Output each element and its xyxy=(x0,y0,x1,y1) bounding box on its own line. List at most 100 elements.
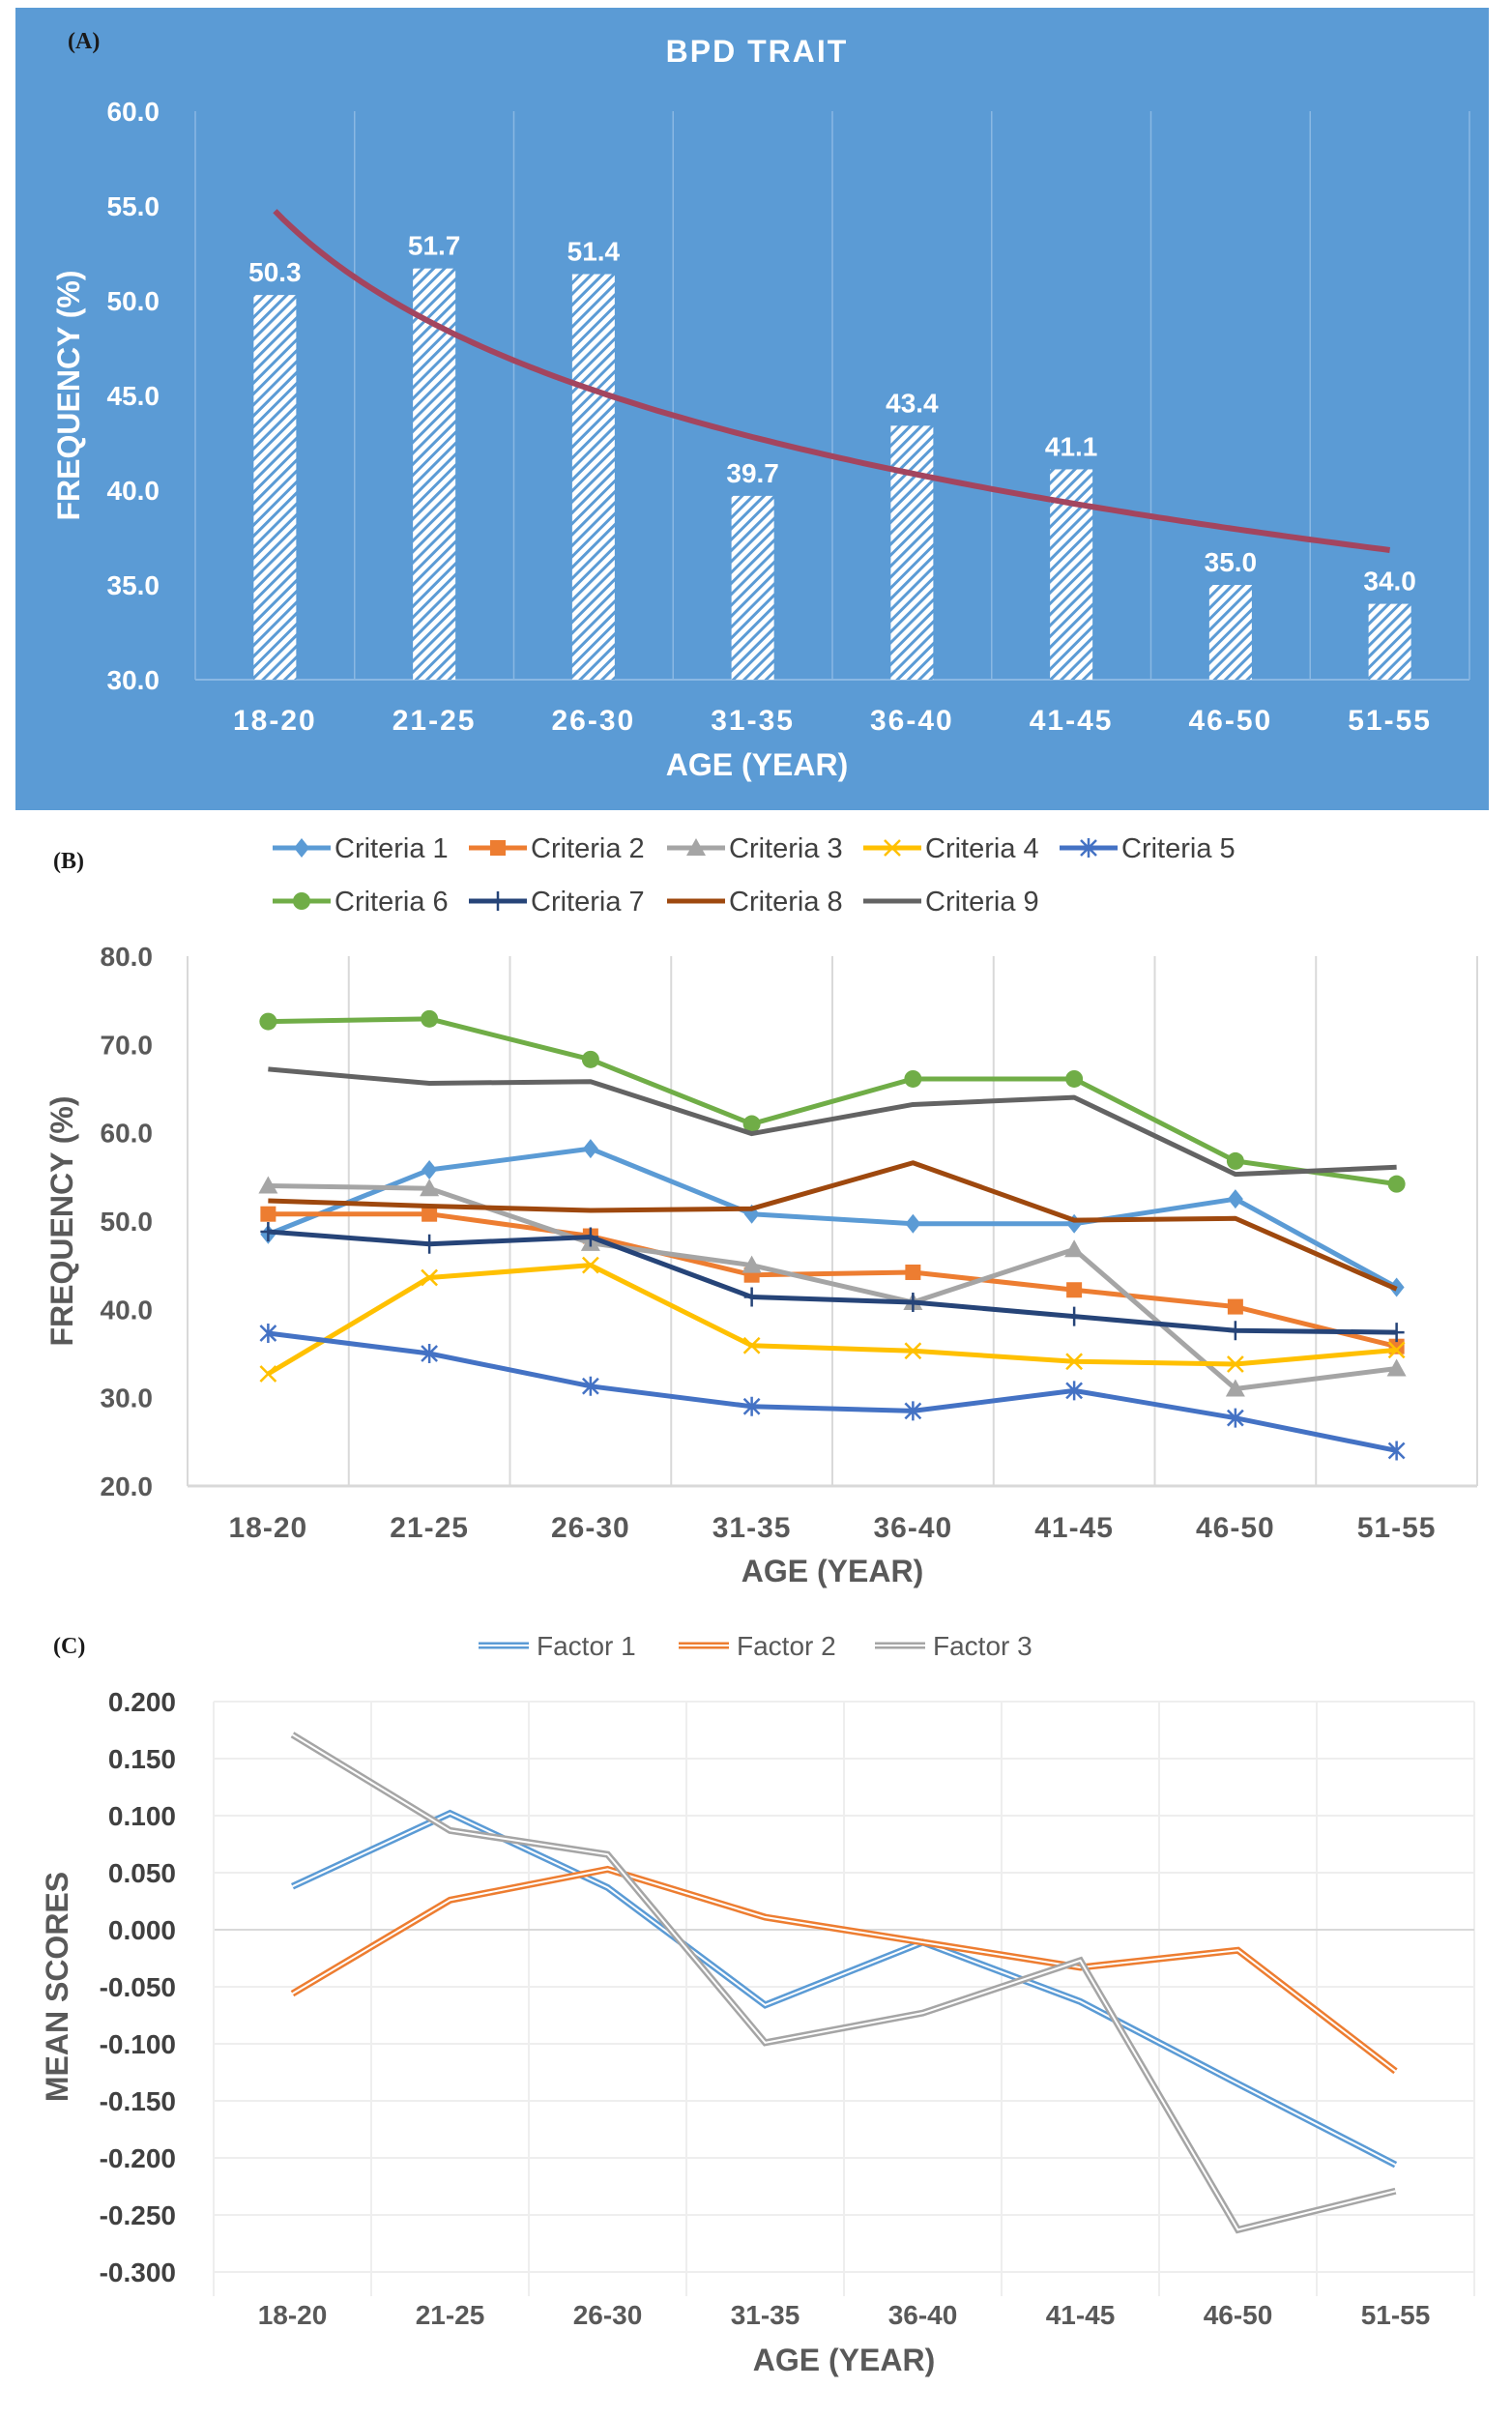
marker-circle xyxy=(904,1069,922,1088)
series-path xyxy=(267,1146,1398,1290)
panel-label: (A) xyxy=(68,29,100,54)
data-label: 43.4 xyxy=(886,388,939,418)
marker-asterisk xyxy=(1065,1381,1084,1401)
y-tick-label: 0.200 xyxy=(108,1687,176,1717)
x-tick-label: 46-50 xyxy=(1196,1512,1275,1544)
marker-diamond xyxy=(582,1139,598,1159)
x-tick-label: 26-30 xyxy=(552,705,636,737)
data-label: 51.4 xyxy=(567,237,621,267)
legend-item: Factor 2 xyxy=(679,1631,836,1661)
chart-title: BPD TRAIT xyxy=(666,34,849,69)
x-tick-label: 26-30 xyxy=(551,1512,630,1544)
legend-item: Criteria 1 xyxy=(273,833,449,864)
x-axis-title: AGE (YEAR) xyxy=(753,2343,935,2377)
x-axis-title: AGE (YEAR) xyxy=(666,747,848,782)
x-tick-label: 41-45 xyxy=(1030,705,1114,737)
bar xyxy=(571,274,615,680)
marker-x xyxy=(904,1342,922,1360)
marker-asterisk xyxy=(904,1401,922,1421)
marker-circle xyxy=(581,1050,599,1068)
x-tick-label: 46-50 xyxy=(1189,705,1273,737)
marker-square xyxy=(905,1264,921,1280)
series-path xyxy=(268,1160,1398,1292)
data-label: 41.1 xyxy=(1045,431,1098,461)
data-label: 39.7 xyxy=(726,458,779,488)
marker-triangle xyxy=(1064,1239,1085,1258)
marker-plus xyxy=(260,1221,276,1241)
x-tick-label: 41-45 xyxy=(1046,2300,1116,2330)
y-tick-label: -0.050 xyxy=(100,1972,176,2002)
legend-item: Criteria 6 xyxy=(273,887,449,917)
series-line xyxy=(259,1256,1406,1383)
x-tick-label: 31-35 xyxy=(731,2300,800,2330)
y-tick-label: 70.0 xyxy=(101,1030,154,1060)
marker-x xyxy=(1065,1353,1084,1371)
marker-x xyxy=(1226,1355,1244,1373)
marker-x xyxy=(1387,1341,1406,1359)
legend-item: Criteria 2 xyxy=(469,833,645,864)
y-tick-label: 30.0 xyxy=(107,665,160,695)
y-axis-title: FREQUENCY (%) xyxy=(44,1096,79,1347)
legend-label: Criteria 3 xyxy=(729,833,843,864)
x-tick-label: 46-50 xyxy=(1204,2300,1273,2330)
x-tick-label: 36-40 xyxy=(888,2300,958,2330)
legend-label: Criteria 9 xyxy=(925,887,1039,917)
marker-diamond xyxy=(422,1160,438,1180)
marker-circle xyxy=(1065,1069,1084,1088)
trendline xyxy=(273,209,1390,553)
legend-item: Criteria 3 xyxy=(667,833,843,864)
bar xyxy=(1368,603,1411,680)
y-tick-label: 45.0 xyxy=(107,381,160,411)
y-tick-label: 55.0 xyxy=(107,191,160,221)
marker-square xyxy=(260,1206,276,1222)
x-tick-label: 21-25 xyxy=(393,705,477,737)
data-label: 50.3 xyxy=(248,257,302,287)
marker-plus xyxy=(1227,1321,1243,1341)
marker-plus xyxy=(743,1287,760,1307)
series-path-inner xyxy=(292,1812,1396,2166)
series-line xyxy=(290,1865,1398,2075)
panel-label: (C) xyxy=(53,1634,85,1659)
marker-square xyxy=(1227,1298,1243,1315)
legend-item: Criteria 7 xyxy=(469,887,645,917)
series-path xyxy=(268,1016,1397,1187)
y-tick-label: 35.0 xyxy=(107,570,160,600)
marker-x xyxy=(581,1256,599,1274)
y-tick-label: -0.250 xyxy=(100,2200,176,2230)
x-tick-label: 31-35 xyxy=(712,1512,792,1544)
series-line xyxy=(259,1009,1406,1193)
marker-circle xyxy=(1226,1151,1244,1170)
series-line xyxy=(268,1160,1398,1292)
bar xyxy=(1208,585,1252,680)
marker-diamond xyxy=(905,1213,921,1234)
y-tick-label: 40.0 xyxy=(101,1295,154,1325)
legend-label: Factor 3 xyxy=(933,1631,1032,1661)
legend-label: Criteria 2 xyxy=(531,833,645,864)
series-path-inner xyxy=(291,1733,1396,2231)
data-label: 51.7 xyxy=(408,231,461,261)
panel-label: (B) xyxy=(53,849,84,874)
x-tick-label: 21-25 xyxy=(416,2300,485,2330)
data-label: 35.0 xyxy=(1205,547,1258,577)
marker-asterisk xyxy=(421,1344,439,1363)
y-tick-label: -0.150 xyxy=(100,2086,176,2116)
marker-x xyxy=(421,1268,439,1287)
y-axis-title: MEAN SCORES xyxy=(40,1872,74,2102)
series-line xyxy=(268,1066,1397,1178)
marker-triangle xyxy=(1386,1358,1407,1377)
series-line xyxy=(291,1809,1398,2169)
series-path xyxy=(268,1066,1397,1178)
marker-triangle xyxy=(420,1179,440,1197)
bar xyxy=(413,268,456,680)
x-tick-label: 18-20 xyxy=(229,1512,308,1544)
y-axis-title: FREQUENCY (%) xyxy=(51,271,86,521)
y-tick-label: 0.050 xyxy=(108,1858,176,1888)
x-tick-label: 51-55 xyxy=(1357,1512,1437,1544)
marker-circle xyxy=(1387,1175,1406,1193)
marker-asterisk xyxy=(1387,1441,1406,1461)
data-label: 34.0 xyxy=(1363,567,1416,597)
y-tick-label: 40.0 xyxy=(107,476,160,506)
marker-circle xyxy=(293,892,310,910)
marker-square xyxy=(422,1206,438,1222)
y-tick-label: 50.0 xyxy=(101,1207,154,1237)
